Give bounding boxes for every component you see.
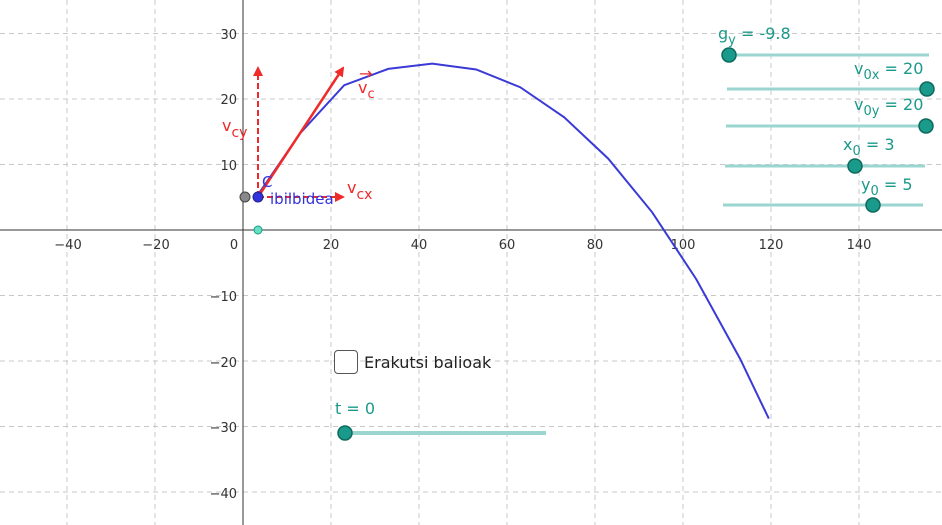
show-values-checkbox[interactable]: Erakutsi balioak xyxy=(334,350,491,374)
slider-y0-label-main: y xyxy=(861,175,870,194)
slider-x0-label-sub: 0 xyxy=(852,144,860,159)
vector-cy-label: vcy xyxy=(222,116,247,141)
vector-c-label-sub: c xyxy=(367,87,374,102)
y-tick-label: −30 xyxy=(210,421,237,436)
slider-x0-label-main: x xyxy=(843,135,852,154)
x-tick-label: −20 xyxy=(142,238,169,253)
vector-c-label-main: v xyxy=(358,78,367,97)
x-tick-label: 80 xyxy=(587,238,604,253)
x-tick-label: 40 xyxy=(411,238,428,253)
slider-gy-label-sub: y xyxy=(728,33,736,48)
trajectory-label: ibilbidea xyxy=(270,190,334,208)
trajectory-curve[interactable] xyxy=(255,62,770,420)
x-tick-label: 20 xyxy=(323,238,340,253)
y-tick-label: −40 xyxy=(210,487,237,502)
x-axis-point[interactable] xyxy=(253,225,263,235)
x-tick-label: 60 xyxy=(499,238,516,253)
slider-v0y-handle[interactable] xyxy=(918,118,934,134)
y-tick-label: 30 xyxy=(220,28,237,43)
slider-v0x-handle[interactable] xyxy=(919,81,935,97)
y-tick-label: 10 xyxy=(220,159,237,174)
vector-cx-label: vcx xyxy=(347,178,372,203)
vector-cx-label-main: v xyxy=(347,178,356,197)
slider-x0-handle[interactable] xyxy=(847,158,863,174)
slider-gy-handle[interactable] xyxy=(721,47,737,63)
slider-v0y[interactable]: v0y = 20 xyxy=(726,95,934,134)
x-tick-label: 140 xyxy=(847,238,872,253)
slider-x0[interactable]: x0 = 3 xyxy=(725,135,925,174)
x-tick-label: 120 xyxy=(759,238,784,253)
slider-v0x-value: = 20 xyxy=(879,59,923,78)
y-tick-labels: 30 20 10 −10 −20 −30 −40 xyxy=(210,28,237,502)
slider-y0-label-sub: 0 xyxy=(870,184,878,199)
slider-v0x[interactable]: v0x = 20 xyxy=(727,59,935,97)
x-tick-label: 0 xyxy=(230,238,238,253)
y-axis-point[interactable] xyxy=(239,191,251,203)
slider-v0y-label-main: v xyxy=(854,95,863,114)
vector-cy-label-sub: cy xyxy=(231,125,247,141)
x-tick-labels: −40 −20 0 20 40 60 80 100 120 140 xyxy=(54,238,871,253)
slider-y0-label: y0 = 5 xyxy=(861,175,913,199)
slider-gy-value: = -9.8 xyxy=(736,24,791,43)
point-c-label: C xyxy=(262,173,272,191)
slider-v0x-label: v0x = 20 xyxy=(854,59,923,83)
slider-t[interactable]: t = 0 xyxy=(335,399,546,441)
slider-v0y-label-sub: 0y xyxy=(863,104,879,119)
slider-gy[interactable]: gy = -9.8 xyxy=(718,24,929,63)
y-tick-label: −10 xyxy=(210,290,237,305)
x-tick-label: −40 xyxy=(54,238,81,253)
slider-x0-label: x0 = 3 xyxy=(843,135,895,159)
slider-y0[interactable]: y0 = 5 xyxy=(723,175,923,213)
y-tick-label: −20 xyxy=(210,356,237,371)
slider-gy-label: gy = -9.8 xyxy=(718,24,791,48)
vector-cy-label-main: v xyxy=(222,116,231,135)
slider-y0-handle[interactable] xyxy=(865,197,881,213)
vector-c-label: vc xyxy=(358,78,375,102)
slider-t-label: t = 0 xyxy=(335,399,375,418)
slider-v0y-label: v0y = 20 xyxy=(854,95,923,119)
vector-c-arrow-glyph: → xyxy=(359,64,372,83)
show-values-checkbox-box[interactable] xyxy=(334,350,358,374)
slider-v0y-value: = 20 xyxy=(879,95,923,114)
slider-v0x-label-sub: 0x xyxy=(863,68,879,83)
slider-y0-value: = 5 xyxy=(879,175,913,194)
vector-cx-label-sub: cx xyxy=(356,187,372,203)
y-tick-label: 20 xyxy=(220,93,237,108)
point-c[interactable] xyxy=(252,191,264,203)
slider-v0x-label-main: v xyxy=(854,59,863,78)
show-values-checkbox-label: Erakutsi balioak xyxy=(364,352,492,372)
slider-x0-value: = 3 xyxy=(861,135,895,154)
slider-t-handle[interactable] xyxy=(337,425,353,441)
velocity-vector-c[interactable] xyxy=(256,66,345,198)
slider-gy-label-main: g xyxy=(718,24,728,43)
